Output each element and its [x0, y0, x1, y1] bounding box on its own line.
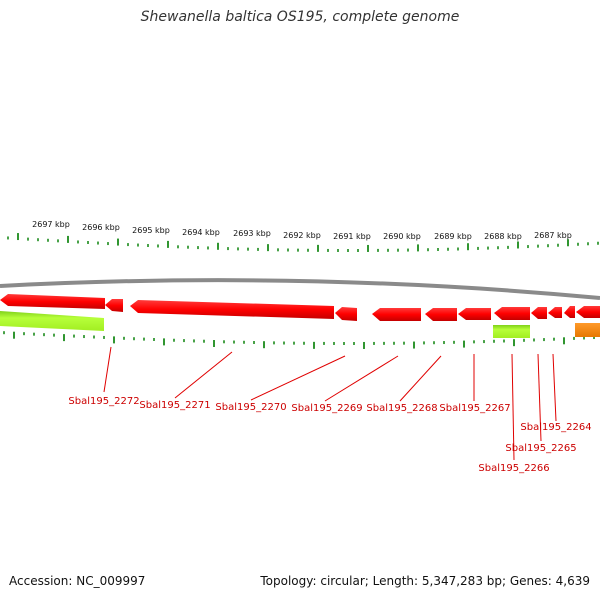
inner-tick-marks [3, 331, 595, 349]
rna-feature-left[interactable] [0, 311, 104, 331]
genome-title: Shewanella baltica OS195, complete genom… [140, 9, 460, 25]
ruler-label: 2687 kbp [534, 231, 572, 240]
rna-feature-right[interactable] [493, 325, 530, 338]
gene-feature-sbal195-2266[interactable] [494, 307, 530, 320]
gene-feature-sbal195-2272[interactable] [0, 294, 105, 309]
ruler-label: 2695 kbp [132, 226, 170, 235]
gene-feature-sbal195-2268-part2[interactable] [425, 308, 457, 321]
gene-label-sbal195-2270[interactable]: Sbal195_2270 [215, 402, 286, 413]
gene-leader-lines [103, 346, 557, 461]
gene-label-sbal195-2264[interactable]: Sbal195_2264 [520, 422, 591, 433]
gene-label-sbal195-2271[interactable]: Sbal195_2271 [139, 400, 210, 411]
gene-feature-sbal195-2270[interactable] [130, 300, 334, 319]
gene-feature-sbal195-2269[interactable] [335, 307, 357, 321]
gene-label-sbal195-2267[interactable]: Sbal195_2267 [439, 403, 510, 414]
gene-feature-sbal195-2264[interactable] [548, 307, 562, 318]
ruler-label: 2689 kbp [434, 232, 472, 241]
gene-feature-sbal195-2271[interactable] [105, 299, 123, 312]
gene-label-sbal195-2272[interactable]: Sbal195_2272 [68, 396, 139, 407]
outer-tick-marks [7, 233, 599, 252]
forward-strand-features [0, 294, 600, 321]
gene-label-sbal195-2266[interactable]: Sbal195_2266 [478, 463, 549, 474]
genome-backbone-arc [0, 278, 600, 300]
gene-label-sbal195-2268[interactable]: Sbal195_2268 [366, 403, 437, 414]
secondary-features [0, 311, 600, 338]
orange-feature[interactable] [575, 323, 600, 337]
ruler-label: 2694 kbp [182, 228, 220, 237]
gene-feature-sbal195-2268-part1[interactable] [372, 308, 421, 321]
gene-labels: Sbal195_2272 Sbal195_2271 Sbal195_2270 S… [68, 396, 591, 474]
ruler-label: 2688 kbp [484, 232, 522, 241]
gene-label-sbal195-2265[interactable]: Sbal195_2265 [505, 443, 576, 454]
ruler-label: 2692 kbp [283, 231, 321, 240]
gene-feature-unlabeled[interactable] [564, 306, 575, 318]
gene-feature-sbal195-2267[interactable] [458, 308, 491, 320]
ruler-label: 2696 kbp [82, 223, 120, 232]
ruler-label: 2691 kbp [333, 232, 371, 241]
genome-summary-text: Topology: circular; Length: 5,347,283 bp… [260, 574, 590, 588]
gene-feature-edge[interactable] [576, 306, 600, 318]
ruler-labels: 2697 kbp 2696 kbp 2695 kbp 2694 kbp 2693… [32, 220, 572, 241]
accession-text: Accession: NC_009997 [9, 574, 146, 588]
ruler-label: 2690 kbp [383, 232, 421, 241]
gene-label-sbal195-2269[interactable]: Sbal195_2269 [291, 403, 362, 414]
gene-feature-sbal195-2265[interactable] [531, 307, 547, 319]
ruler-label: 2693 kbp [233, 229, 271, 238]
ruler-label: 2697 kbp [32, 220, 70, 229]
